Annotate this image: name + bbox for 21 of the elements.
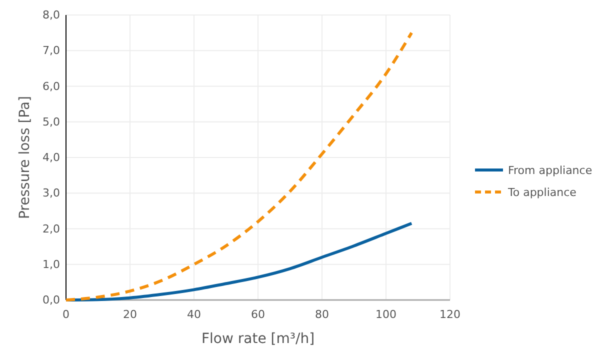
x-tick-label: 0 (62, 308, 70, 321)
y-tick-label: 0,0 (42, 294, 60, 307)
x-axis-title: Flow rate [m³/h] (201, 331, 315, 347)
x-tick-label: 120 (440, 308, 460, 321)
y-tick-label: 7,0 (42, 44, 60, 58)
x-tick-label: 80 (315, 308, 329, 321)
x-tick-label: 40 (187, 308, 201, 321)
y-tick-label: 4,0 (42, 151, 60, 164)
x-tick-label: 100 (376, 308, 396, 321)
y-tick-label: 1,0 (42, 258, 60, 271)
legend-label: From appliance (508, 164, 592, 177)
y-tick-label: 5,0 (42, 115, 60, 128)
legend-label: To appliance (507, 186, 577, 199)
y-axis-title: Pressure loss [Pa] (17, 96, 33, 220)
line-series (64, 31, 414, 302)
y-tick-label: 2,0 (42, 222, 60, 236)
y-tick-label: 8,0 (42, 8, 60, 22)
x-tick-label: 60 (251, 308, 265, 321)
y-tick-label: 3,0 (42, 186, 60, 200)
x-tick-label: 20 (123, 308, 137, 321)
y-tick-label: 6,0 (42, 80, 60, 93)
